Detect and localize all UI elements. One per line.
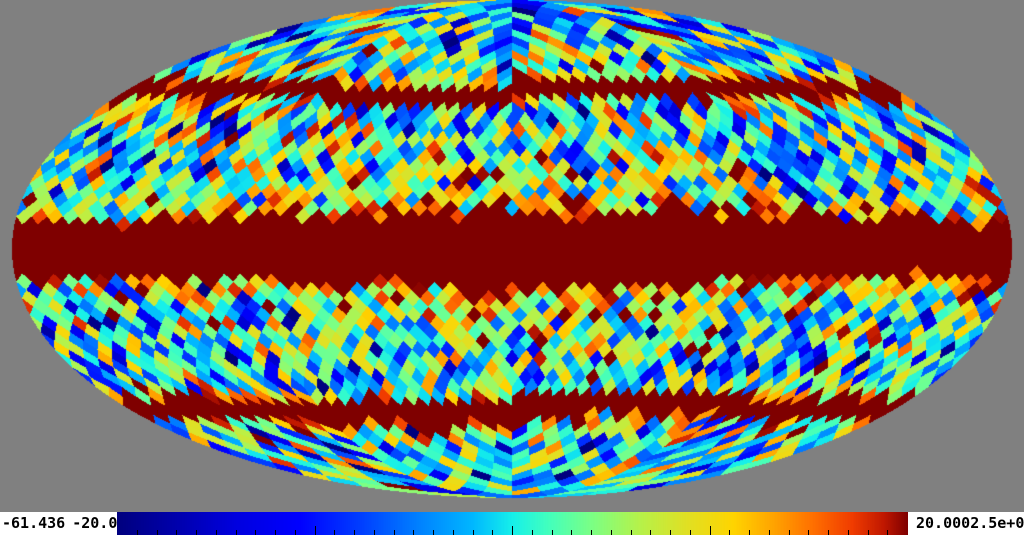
- colorbar-data-max-label: 2.5e+02: [970, 514, 1024, 532]
- colorbar-data-min-label: -61.436: [2, 514, 66, 532]
- colorbar-strip[interactable]: [117, 512, 908, 535]
- colorbar-max-labels: 20.000 2.5e+02: [908, 512, 1024, 535]
- colorbar-gradient: [117, 512, 908, 535]
- colorbar-min-labels: -61.436 -20.000: [0, 512, 135, 535]
- colorbar-scale-max-label: 20.000: [916, 514, 971, 532]
- all-sky-map: [0, 0, 1024, 512]
- colorbar: -61.436 -20.000 20.000 2.5e+02: [0, 512, 1024, 535]
